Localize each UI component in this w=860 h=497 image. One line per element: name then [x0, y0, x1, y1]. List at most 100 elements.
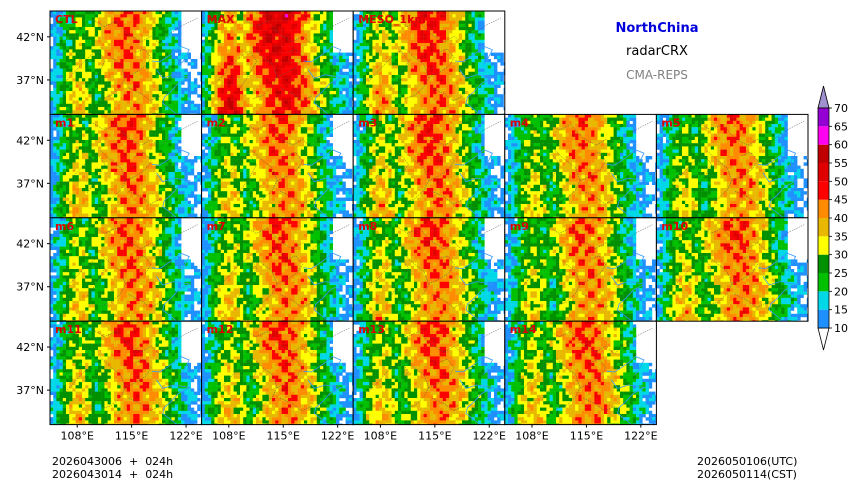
reflectivity-cell	[408, 46, 411, 49]
reflectivity-cell	[459, 46, 462, 49]
reflectivity-cell	[53, 33, 56, 36]
reflectivity-cell	[202, 78, 205, 81]
reflectivity-cell	[310, 30, 313, 33]
reflectivity-cell	[456, 62, 459, 65]
reflectivity-cell	[465, 33, 468, 36]
reflectivity-cell	[117, 134, 120, 137]
reflectivity-cell	[202, 110, 205, 113]
reflectivity-cell	[294, 37, 297, 40]
reflectivity-cell	[69, 53, 72, 56]
reflectivity-cell	[66, 150, 69, 153]
reflectivity-cell	[488, 94, 491, 97]
reflectivity-cell	[98, 75, 101, 78]
reflectivity-cell	[82, 46, 85, 49]
reflectivity-cell	[165, 21, 168, 24]
reflectivity-cell	[181, 53, 184, 56]
reflectivity-cell	[95, 43, 98, 46]
reflectivity-cell	[360, 101, 363, 104]
reflectivity-cell	[79, 65, 82, 68]
reflectivity-cell	[117, 140, 120, 143]
reflectivity-cell	[356, 101, 359, 104]
reflectivity-cell	[353, 46, 356, 49]
reflectivity-cell	[130, 156, 133, 159]
reflectivity-cell	[237, 59, 240, 62]
reflectivity-cell	[214, 62, 217, 65]
reflectivity-cell	[211, 88, 214, 91]
reflectivity-cell	[79, 11, 82, 14]
reflectivity-cell	[124, 81, 127, 84]
reflectivity-cell	[304, 14, 307, 17]
reflectivity-cell	[181, 94, 184, 97]
reflectivity-cell	[156, 46, 159, 49]
reflectivity-cell	[124, 62, 127, 65]
reflectivity-cell	[282, 65, 285, 68]
reflectivity-cell	[459, 37, 462, 40]
reflectivity-cell	[98, 114, 101, 117]
reflectivity-cell	[159, 88, 162, 91]
reflectivity-cell	[475, 27, 478, 30]
reflectivity-cell	[172, 33, 175, 36]
reflectivity-cell	[484, 65, 487, 68]
reflectivity-cell	[130, 153, 133, 156]
reflectivity-cell	[285, 17, 288, 20]
panel-meso_1km: MESO_1km	[353, 11, 507, 117]
reflectivity-cell	[130, 21, 133, 24]
reflectivity-cell	[224, 49, 227, 52]
reflectivity-cell	[218, 69, 221, 72]
reflectivity-cell	[165, 72, 168, 75]
reflectivity-cell	[401, 101, 404, 104]
reflectivity-cell	[133, 118, 136, 121]
reflectivity-cell	[379, 30, 382, 33]
reflectivity-cell	[278, 110, 281, 113]
reflectivity-cell	[266, 14, 269, 17]
reflectivity-cell	[317, 27, 320, 30]
reflectivity-cell	[398, 72, 401, 75]
reflectivity-cell	[353, 85, 356, 88]
reflectivity-cell	[79, 130, 82, 133]
reflectivity-cell	[162, 53, 165, 56]
reflectivity-cell	[363, 85, 366, 88]
reflectivity-cell	[175, 114, 178, 117]
reflectivity-cell	[388, 91, 391, 94]
reflectivity-cell	[98, 14, 101, 17]
reflectivity-cell	[72, 143, 75, 146]
reflectivity-cell	[452, 85, 455, 88]
reflectivity-cell	[50, 46, 53, 49]
reflectivity-cell	[417, 81, 420, 84]
reflectivity-cell	[427, 21, 430, 24]
reflectivity-cell	[388, 49, 391, 52]
reflectivity-cell	[372, 46, 375, 49]
reflectivity-cell	[346, 59, 349, 62]
reflectivity-cell	[184, 72, 187, 75]
reflectivity-cell	[172, 65, 175, 68]
reflectivity-cell	[395, 62, 398, 65]
reflectivity-cell	[288, 17, 291, 20]
reflectivity-cell	[205, 104, 208, 107]
reflectivity-cell	[69, 110, 72, 113]
reflectivity-cell	[314, 69, 317, 72]
reflectivity-cell	[301, 43, 304, 46]
reflectivity-cell	[285, 88, 288, 91]
reflectivity-cell	[159, 49, 162, 52]
reflectivity-cell	[79, 104, 82, 107]
reflectivity-cell	[330, 101, 333, 104]
reflectivity-cell	[291, 62, 294, 65]
reflectivity-cell	[339, 78, 342, 81]
reflectivity-cell	[130, 134, 133, 137]
reflectivity-cell	[323, 40, 326, 43]
reflectivity-cell	[440, 65, 443, 68]
reflectivity-cell	[120, 72, 123, 75]
reflectivity-cell	[95, 118, 98, 121]
reflectivity-cell	[301, 46, 304, 49]
reflectivity-cell	[117, 124, 120, 127]
reflectivity-cell	[50, 104, 53, 107]
reflectivity-cell	[159, 107, 162, 110]
reflectivity-cell	[95, 11, 98, 14]
reflectivity-cell	[159, 101, 162, 104]
reflectivity-cell	[127, 62, 130, 65]
reflectivity-cell	[408, 69, 411, 72]
reflectivity-cell	[356, 59, 359, 62]
reflectivity-cell	[468, 21, 471, 24]
reflectivity-cell	[149, 65, 152, 68]
reflectivity-cell	[243, 107, 246, 110]
